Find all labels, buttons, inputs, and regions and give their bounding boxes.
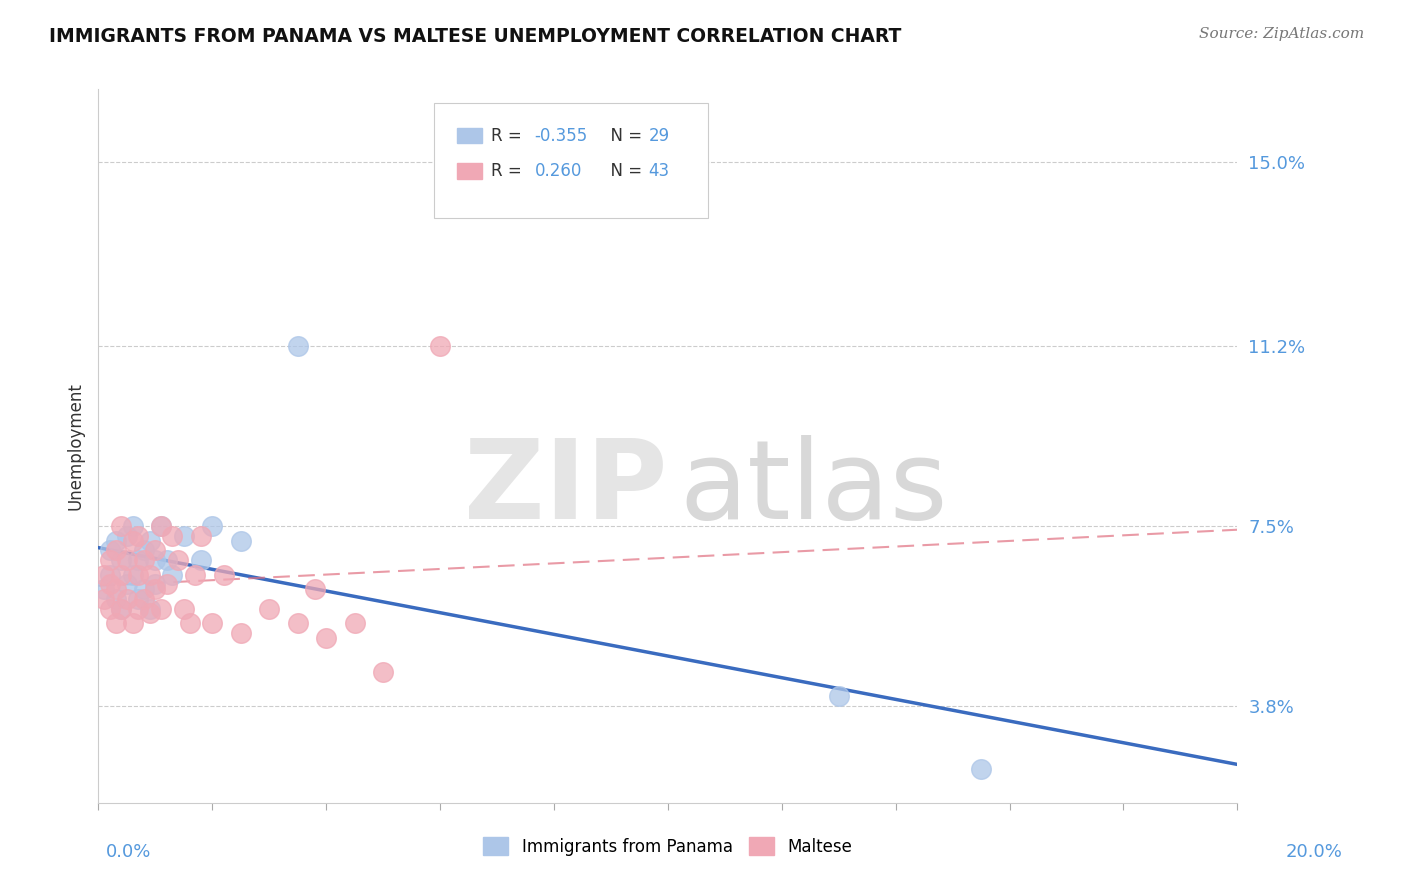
- Point: [162, 567, 184, 582]
- Point: [304, 582, 326, 597]
- Point: [104, 616, 127, 631]
- Point: [150, 601, 173, 615]
- Text: Source: ZipAtlas.com: Source: ZipAtlas.com: [1198, 27, 1364, 41]
- Text: R =: R =: [491, 127, 527, 145]
- Point: [150, 519, 173, 533]
- Point: [93, 591, 115, 606]
- Text: 43: 43: [648, 162, 669, 180]
- Y-axis label: Unemployment: Unemployment: [66, 382, 84, 510]
- Point: [229, 533, 252, 548]
- Point: [970, 762, 993, 776]
- Point: [115, 529, 138, 543]
- Point: [132, 553, 155, 567]
- Point: [190, 529, 212, 543]
- Point: [127, 529, 149, 543]
- Point: [115, 591, 138, 606]
- Text: N =: N =: [599, 162, 647, 180]
- Point: [167, 553, 190, 567]
- Point: [127, 601, 149, 615]
- FancyBboxPatch shape: [457, 128, 482, 144]
- Point: [93, 567, 115, 582]
- Point: [138, 567, 160, 582]
- Point: [110, 601, 132, 615]
- Point: [184, 567, 207, 582]
- Point: [132, 591, 155, 606]
- Point: [156, 577, 179, 591]
- Point: [429, 339, 451, 353]
- Legend: Immigrants from Panama, Maltese: Immigrants from Panama, Maltese: [477, 830, 859, 863]
- Text: IMMIGRANTS FROM PANAMA VS MALTESE UNEMPLOYMENT CORRELATION CHART: IMMIGRANTS FROM PANAMA VS MALTESE UNEMPL…: [49, 27, 901, 45]
- Point: [127, 567, 149, 582]
- Point: [98, 567, 121, 582]
- Point: [145, 582, 167, 597]
- Text: 0.260: 0.260: [534, 162, 582, 180]
- Point: [287, 339, 309, 353]
- Point: [121, 567, 143, 582]
- Point: [138, 601, 160, 615]
- Point: [110, 601, 132, 615]
- Point: [138, 533, 160, 548]
- Point: [145, 543, 167, 558]
- Point: [121, 533, 143, 548]
- Point: [98, 601, 121, 615]
- Text: 20.0%: 20.0%: [1286, 843, 1343, 861]
- Point: [201, 519, 224, 533]
- Point: [179, 616, 201, 631]
- Point: [104, 591, 127, 606]
- Point: [132, 582, 155, 597]
- Point: [229, 626, 252, 640]
- Point: [104, 533, 127, 548]
- Point: [127, 553, 149, 567]
- Point: [127, 591, 149, 606]
- Point: [373, 665, 395, 679]
- Point: [145, 577, 167, 591]
- Point: [828, 689, 851, 703]
- Point: [156, 553, 179, 567]
- Point: [93, 582, 115, 597]
- Point: [150, 519, 173, 533]
- Point: [315, 631, 337, 645]
- Point: [173, 529, 195, 543]
- Point: [104, 582, 127, 597]
- Point: [98, 543, 121, 558]
- Point: [132, 543, 155, 558]
- FancyBboxPatch shape: [457, 163, 482, 179]
- Point: [173, 601, 195, 615]
- Point: [121, 519, 143, 533]
- Point: [110, 519, 132, 533]
- Point: [104, 543, 127, 558]
- FancyBboxPatch shape: [434, 103, 707, 218]
- Point: [98, 553, 121, 567]
- Point: [110, 567, 132, 582]
- Point: [343, 616, 366, 631]
- Point: [201, 616, 224, 631]
- Point: [98, 577, 121, 591]
- Text: R =: R =: [491, 162, 533, 180]
- Point: [287, 616, 309, 631]
- Point: [115, 577, 138, 591]
- Point: [212, 567, 235, 582]
- Point: [110, 553, 132, 567]
- Point: [259, 601, 281, 615]
- Text: ZIP: ZIP: [464, 435, 668, 542]
- Text: atlas: atlas: [679, 435, 948, 542]
- Point: [162, 529, 184, 543]
- Text: 29: 29: [648, 127, 669, 145]
- Point: [145, 553, 167, 567]
- Point: [115, 553, 138, 567]
- Point: [190, 553, 212, 567]
- Point: [121, 616, 143, 631]
- Point: [138, 607, 160, 621]
- Text: 0.0%: 0.0%: [105, 843, 150, 861]
- Text: N =: N =: [599, 127, 647, 145]
- Text: -0.355: -0.355: [534, 127, 588, 145]
